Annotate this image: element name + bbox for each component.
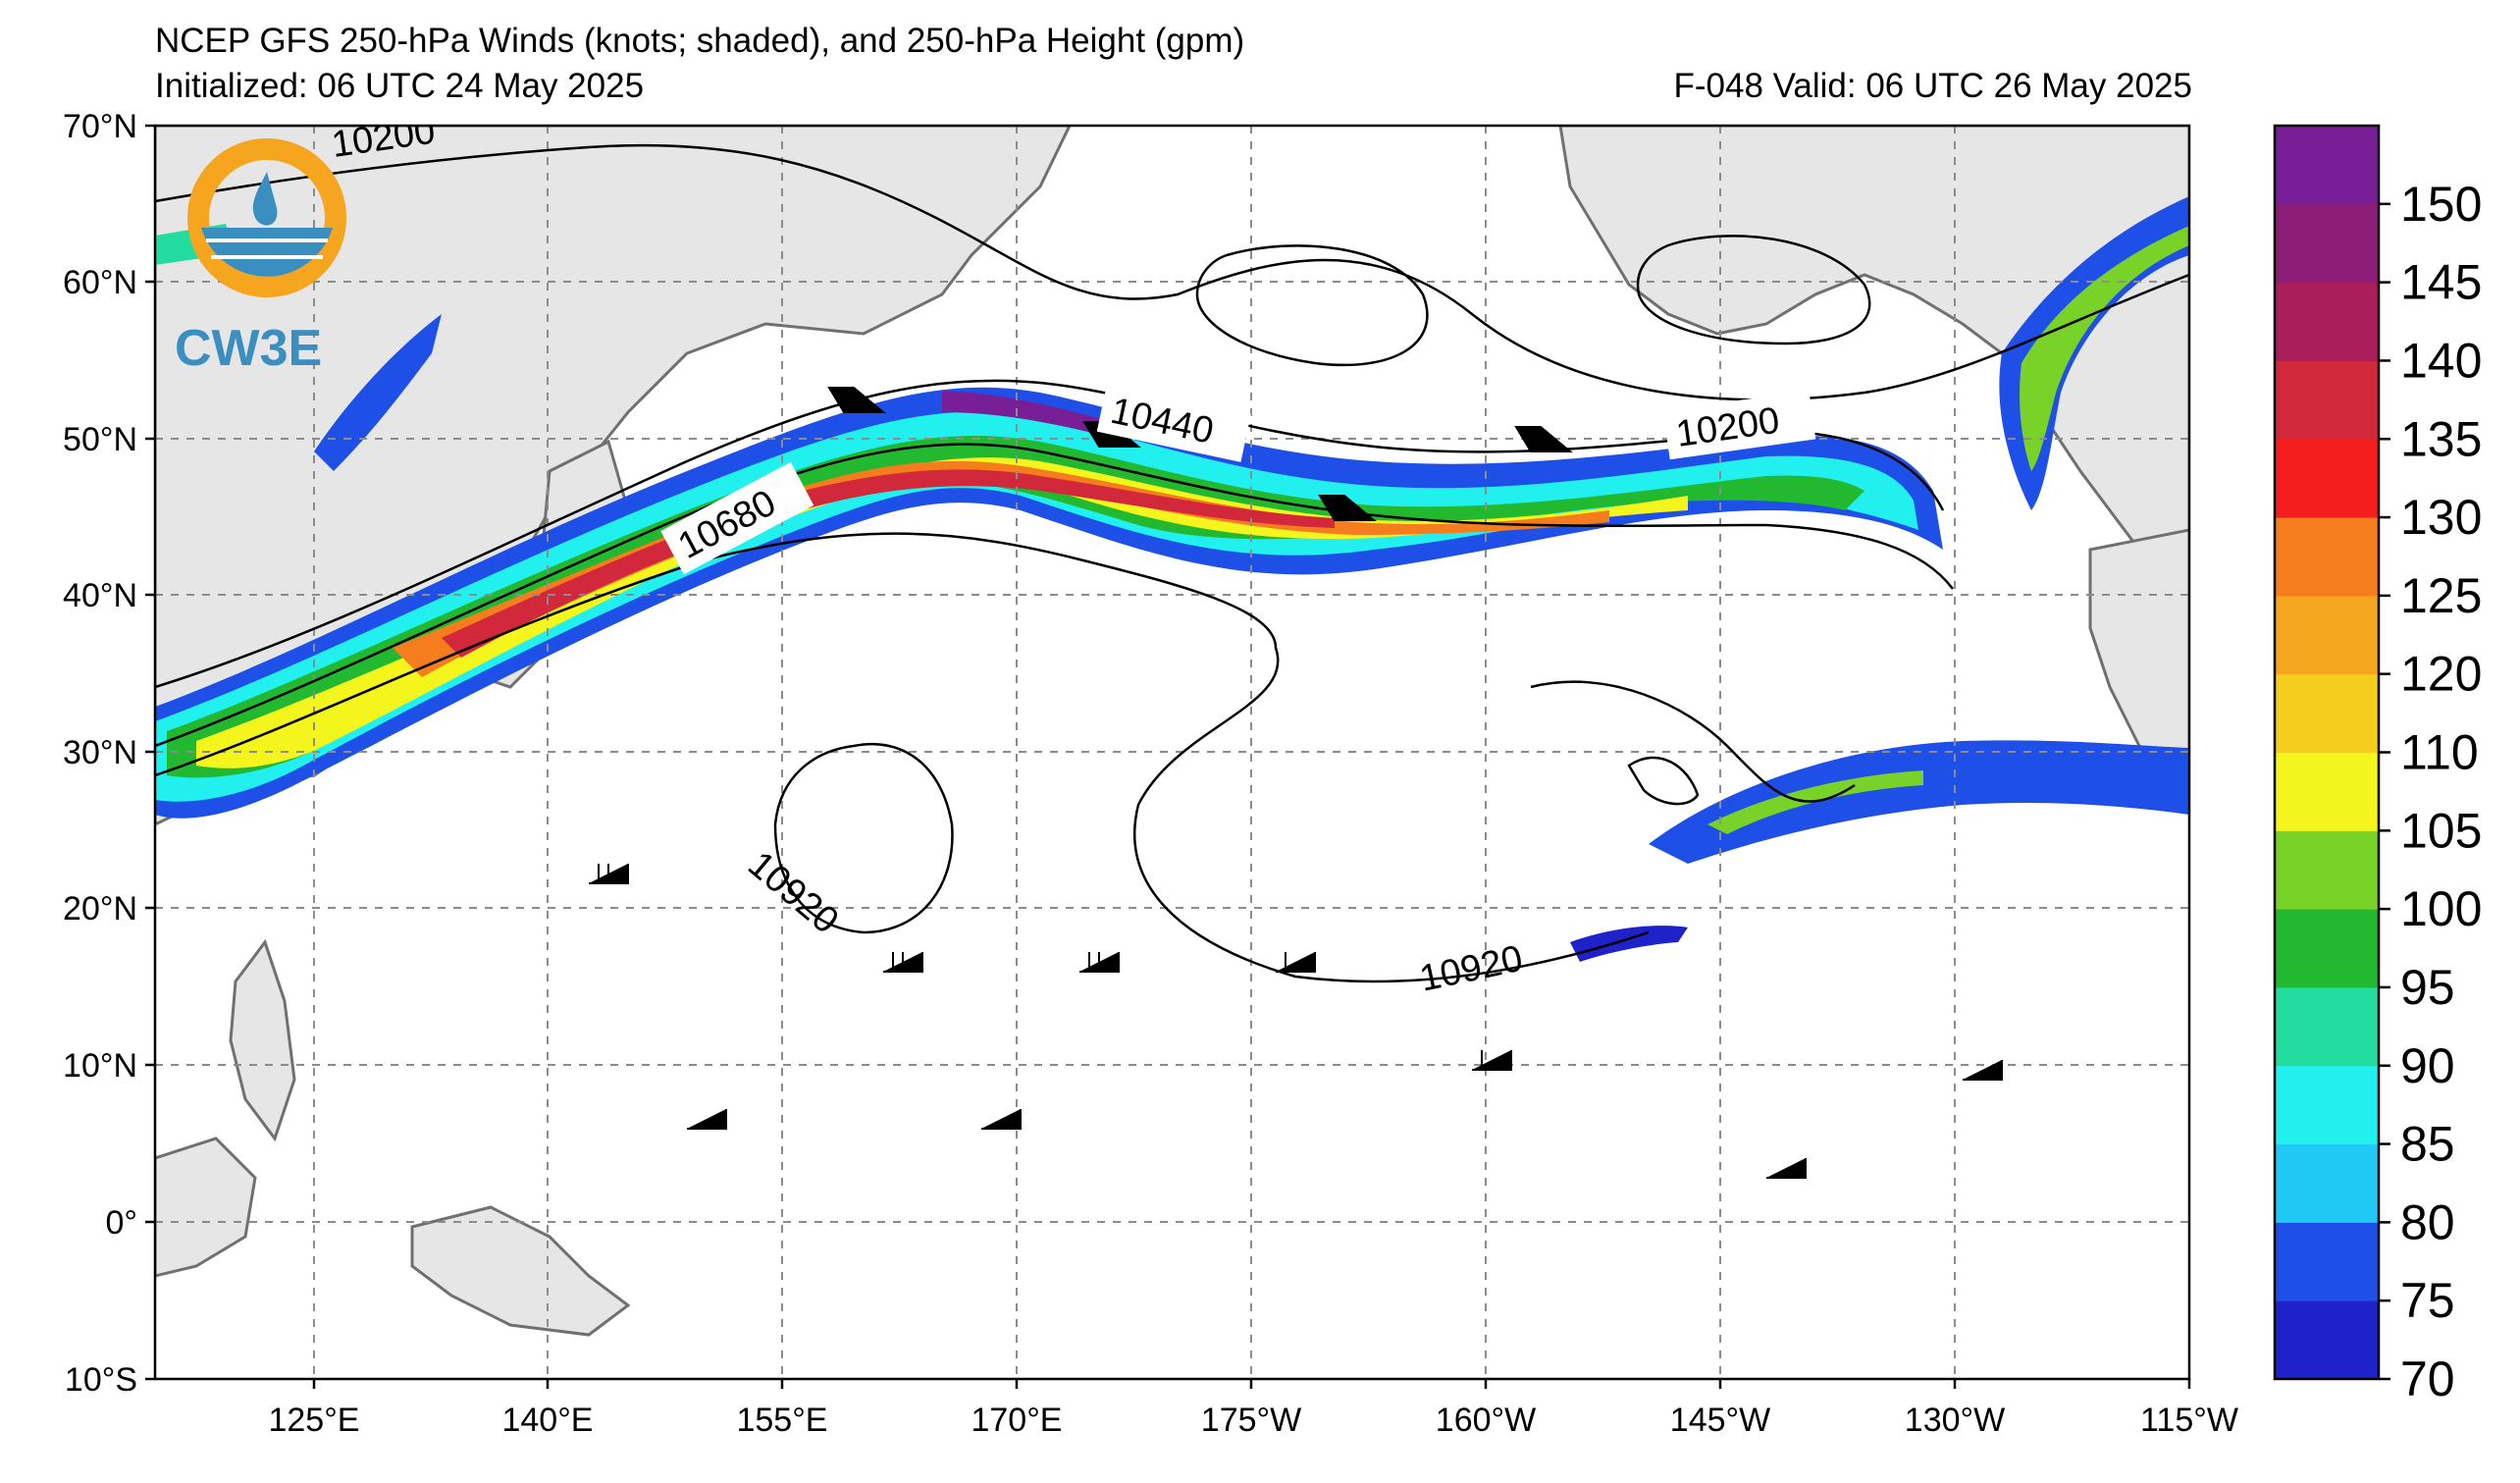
colorbar-swatch [2275, 1143, 2379, 1223]
colorbar-swatch [2275, 595, 2379, 675]
colorbar-swatch [2275, 909, 2379, 988]
valid-time: F-048 Valid: 06 UTC 26 May 2025 [1673, 67, 2192, 105]
colorbar-label: 145 [2400, 255, 2482, 310]
lon-label: 160°W [1436, 1402, 1536, 1439]
colorbar-label: 150 [2400, 177, 2482, 232]
graticule [155, 126, 2189, 1379]
lat-label: 10°S [65, 1361, 137, 1399]
colorbar-swatch [2275, 986, 2379, 1067]
init-time: Initialized: 06 UTC 24 May 2025 [155, 67, 645, 105]
lon-label: 130°W [1905, 1402, 2005, 1439]
colorbar-label: 120 [2400, 647, 2482, 702]
colorbar-label: 75 [2400, 1273, 2455, 1328]
colorbar-swatch [2275, 203, 2379, 284]
colorbar-label: 95 [2400, 960, 2455, 1015]
map-title: NCEP GFS 250-hPa Winds (knots; shaded), … [155, 22, 1245, 60]
lat-label: 30°N [63, 734, 137, 771]
lon-label: 115°W [2140, 1402, 2238, 1439]
colorbar-swatch [2275, 752, 2379, 831]
colorbar-label: 135 [2400, 411, 2482, 466]
lat-label: 0° [105, 1204, 137, 1242]
colorbar-swatch [2275, 360, 2379, 440]
lon-label: 145°W [1670, 1402, 1770, 1439]
colorbar-label: 105 [2400, 803, 2482, 858]
colorbar-label: 100 [2400, 881, 2482, 936]
lat-label: 40°N [63, 577, 137, 614]
lon-label: 125°E [268, 1402, 359, 1439]
wind-barbs [589, 387, 2003, 1179]
lon-label: 170°E [971, 1402, 1062, 1439]
land-borneo [155, 1137, 257, 1278]
lat-label: 50°N [63, 421, 137, 458]
cw3e-logo: CW3E [175, 138, 346, 377]
colorbar-label: 90 [2400, 1038, 2455, 1093]
colorbar-label: 110 [2400, 725, 2479, 780]
colorbar-swatch [2275, 830, 2379, 910]
colorbar-swatch [2275, 673, 2379, 753]
axis-ticks [145, 124, 2191, 1389]
colorbar-swatch [2275, 1300, 2379, 1380]
colorbar-swatch [2275, 1065, 2379, 1145]
lat-label: 20°N [63, 890, 137, 927]
lat-label: 60°N [63, 264, 137, 301]
colorbar-swatch [2275, 126, 2379, 205]
lon-label: 175°W [1201, 1402, 1301, 1439]
colorbar-swatch [2275, 439, 2379, 518]
colorbar-swatch [2275, 282, 2379, 361]
latitude-labels: 70°N 60°N 50°N 40°N 30°N 20°N 10°N 0° 10… [63, 108, 137, 1399]
land-philippines [229, 938, 296, 1142]
colorbar-swatch [2275, 517, 2379, 597]
colorbar-label: 130 [2400, 490, 2482, 545]
colorbar-label: 140 [2400, 333, 2482, 388]
logo-text: CW3E [175, 320, 322, 377]
colorbar: 70 75 80 85 90 95 100 105 110 120 125 130 135 140 145 1… [2273, 124, 2482, 1406]
colorbar-label: 80 [2400, 1194, 2455, 1249]
colorbar-swatch [2275, 1222, 2379, 1301]
colorbar-label: 70 [2400, 1351, 2455, 1406]
lon-label: 140°E [501, 1402, 593, 1439]
longitude-labels: 125°E 140°E 155°E 170°E 175°W 160°W 145°… [268, 1402, 2237, 1439]
colorbar-label: 85 [2400, 1117, 2455, 1172]
lat-label: 10°N [63, 1047, 137, 1085]
colorbar-label: 125 [2400, 568, 2482, 623]
lat-label: 70°N [63, 108, 137, 145]
lon-label: 155°E [736, 1402, 827, 1439]
